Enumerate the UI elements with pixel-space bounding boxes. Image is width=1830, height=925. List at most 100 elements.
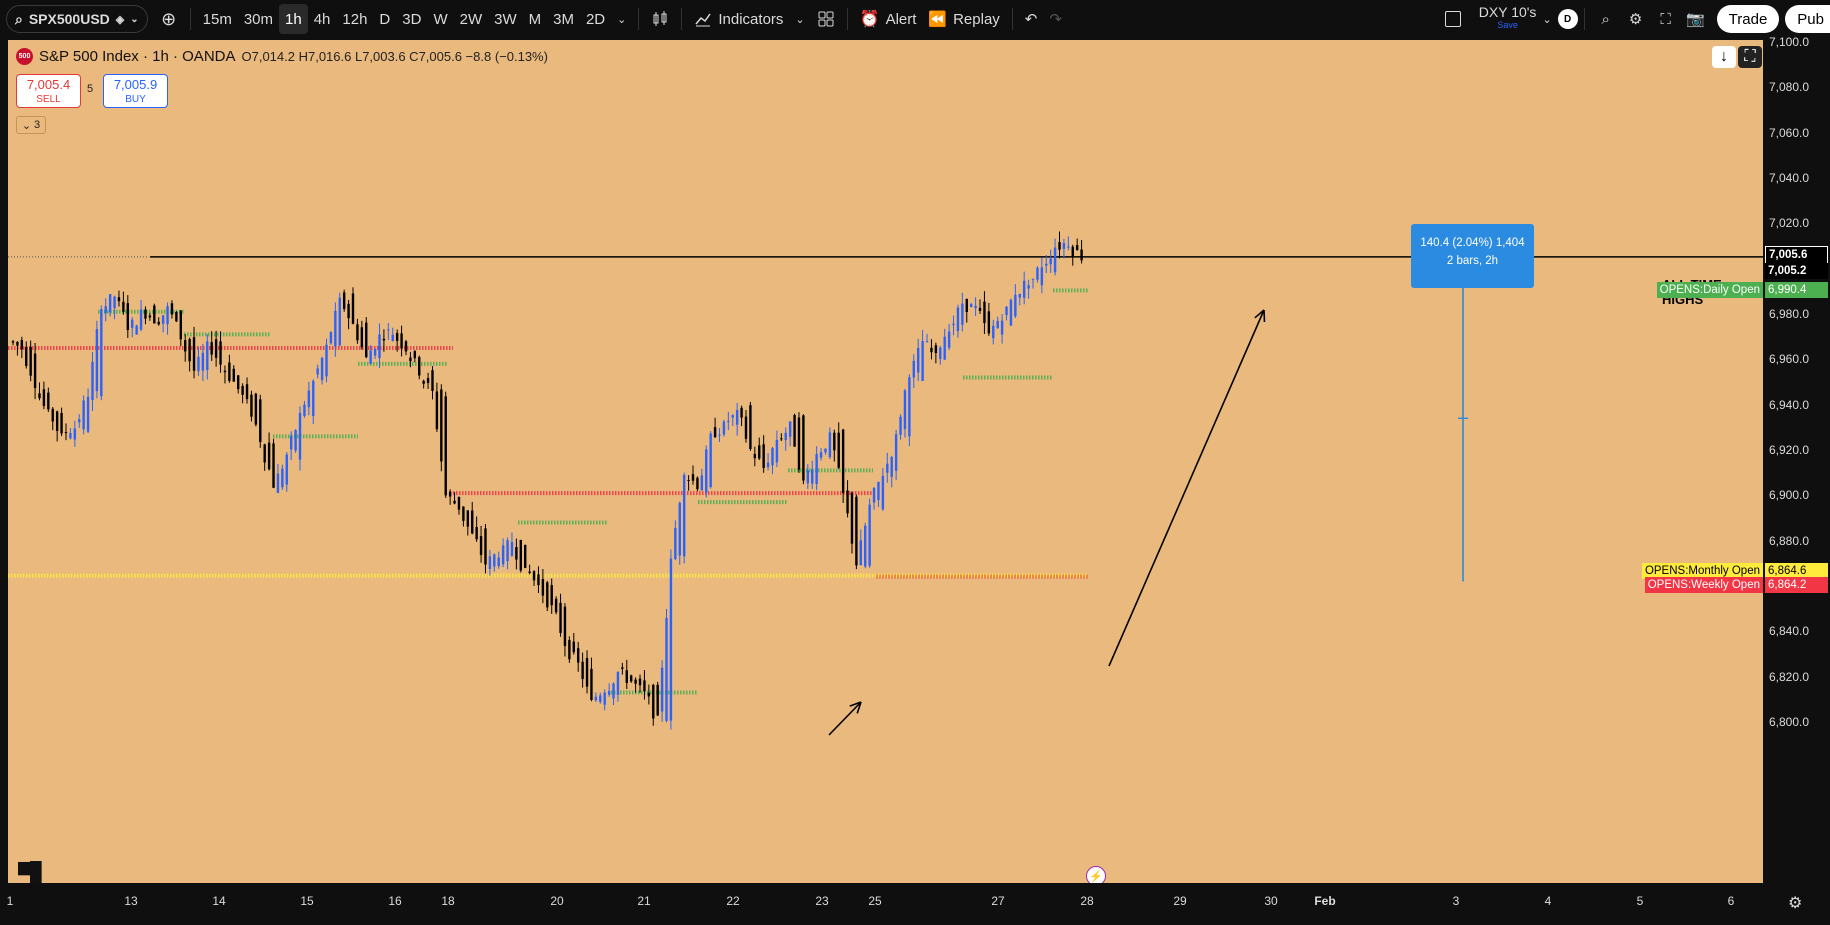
candle-body — [108, 294, 112, 313]
interval-d[interactable]: D — [379, 10, 391, 28]
replay-button[interactable]: ⏪ Replay — [922, 4, 1005, 34]
interval-4h[interactable]: 4h — [313, 10, 331, 28]
undo-icon: ↶ — [1024, 11, 1038, 28]
compare-symbol[interactable]: DXY 10's Save — [1479, 5, 1537, 32]
alert-button[interactable]: ⏰ Alert — [854, 4, 923, 34]
redo-icon: ↷ — [1049, 11, 1062, 28]
candle-body — [179, 310, 182, 340]
lightning-icon[interactable]: ⚡ — [1086, 866, 1106, 886]
candle-body — [705, 449, 708, 493]
candle-body — [448, 491, 452, 497]
quick-search-button[interactable]: ⌕ — [1591, 4, 1621, 34]
small-arrow-head — [849, 701, 862, 707]
redo-button[interactable]: ↷ — [1043, 4, 1068, 34]
trade-button[interactable]: Trade — [1716, 5, 1780, 33]
spread-value: 5 — [87, 83, 94, 95]
candle-body — [1058, 242, 1061, 250]
diamond-icon: ◈ — [115, 13, 125, 26]
candle-body — [771, 447, 774, 466]
add-symbol-button[interactable]: ⊕ — [161, 8, 177, 29]
candle-body — [877, 481, 880, 501]
candle-body — [563, 606, 567, 647]
candle-body — [634, 679, 637, 684]
candle-body — [139, 309, 143, 330]
measure-tooltip[interactable]: 140.4 (2.04%) 1,404 2 bars, 2h — [1411, 224, 1534, 288]
publish-button[interactable]: Pub — [1785, 5, 1830, 33]
price-tick: 7,020.0 — [1769, 216, 1810, 231]
undo-button[interactable]: ↶ — [1019, 4, 1044, 34]
candle-body — [422, 380, 425, 384]
interval-30m[interactable]: 30m — [243, 10, 274, 28]
candle-body — [365, 322, 368, 358]
maximize-icon: ⛶ — [1744, 48, 1756, 65]
maximize-button[interactable]: ⛶ — [1738, 46, 1762, 68]
legend-title[interactable]: S&P 500 Index · 1h · OANDA — [39, 48, 236, 65]
candle-body — [351, 293, 355, 324]
candle-body — [987, 311, 991, 334]
weekly-open-label[interactable]: OPENS:Weekly Open — [1644, 576, 1763, 593]
compare-badge[interactable]: D — [1557, 9, 1578, 29]
daily-open-label[interactable]: OPENS:Daily Open — [1656, 282, 1763, 299]
candle-body — [1022, 280, 1026, 298]
candle-body — [356, 324, 359, 341]
candle-body — [797, 417, 801, 470]
indicators-collapse-toggle[interactable]: ⌄ 3 — [16, 116, 46, 134]
snapshot-button[interactable]: 📷 — [1681, 4, 1711, 34]
candle-body — [546, 582, 549, 608]
candle-body — [793, 415, 796, 447]
symbol-search[interactable]: ⌕ SPX500USD ◈ ⌄ — [6, 5, 148, 33]
candle-body — [338, 297, 341, 346]
buy-button[interactable]: 7,005.9 BUY — [103, 74, 168, 108]
indicators-button[interactable]: Indicators — [688, 4, 789, 34]
axis-settings-button[interactable]: ⚙ — [1788, 893, 1802, 913]
candle-body — [930, 347, 933, 353]
chart-pane[interactable]: 500 S&P 500 Index · 1h · OANDA O7,014.2 … — [8, 40, 1763, 921]
monthly-open-label[interactable]: OPENS:Monthly Open — [1641, 562, 1763, 579]
time-tick: 13 — [124, 894, 138, 908]
candle-body — [1027, 285, 1030, 289]
candle-body — [709, 433, 712, 487]
interval-12h[interactable]: 12h — [342, 10, 368, 28]
interval-15m[interactable]: 15m — [202, 10, 232, 28]
price-tick: 6,820.0 — [1769, 669, 1810, 684]
fullscreen-button[interactable]: ⛶ — [1651, 4, 1681, 34]
time-tick: 4 — [1544, 894, 1552, 908]
top-toolbar: ⌕ SPX500USD ◈ ⌄ ⊕ 15m 30m 1h 4h 12h D 3D W 2W 3W M… — [0, 0, 1830, 38]
candle-body — [647, 692, 651, 697]
interval-3d[interactable]: 3D — [402, 10, 422, 28]
chart-type-button[interactable] — [645, 4, 675, 34]
candle-body — [766, 462, 770, 468]
candle-body — [541, 579, 545, 596]
interval-3w[interactable]: 3W — [494, 10, 517, 28]
interval-2d[interactable]: 2D — [585, 10, 606, 28]
scroll-down-button[interactable]: ↓ — [1712, 46, 1736, 68]
interval-m[interactable]: M — [528, 10, 542, 28]
interval-menu-chevron-icon[interactable]: ⌄ — [617, 13, 627, 26]
layout-button[interactable] — [1439, 4, 1467, 34]
sell-button[interactable]: 7,005.4 SELL — [16, 74, 81, 108]
tradingview-logo-icon[interactable]: ▀▋ — [18, 862, 47, 887]
interval-1h[interactable]: 1h — [279, 4, 308, 34]
interval-2w[interactable]: 2W — [459, 10, 483, 28]
time-axis[interactable]: ⚙ 1 13 14 15 16 18 20 21 22 23 25 27 28 29 30 Feb 3 4 5 6 — [0, 883, 1830, 925]
candle-body — [682, 474, 686, 557]
candle-body — [1040, 267, 1044, 286]
layouts-button[interactable] — [811, 4, 841, 34]
interval-w[interactable]: W — [433, 10, 448, 28]
candle-body — [969, 304, 973, 308]
candle-body — [674, 527, 677, 560]
indicators-chevron-icon[interactable]: ⌄ — [795, 13, 805, 26]
alert-label: Alert — [885, 10, 917, 28]
compare-chevron-icon[interactable]: ⌄ — [1542, 13, 1552, 26]
price-axis[interactable]: 7,100.07,080.07,060.07,040.07,020.07,000… — [1763, 35, 1830, 883]
candle-body — [696, 477, 699, 490]
chevron-down-icon: ⌄ — [130, 13, 139, 25]
candle-body — [382, 338, 386, 341]
settings-button[interactable]: ⚙ — [1621, 4, 1651, 34]
candle-body — [824, 448, 827, 453]
price-plot[interactable] — [8, 40, 1763, 921]
candle-body — [86, 396, 90, 432]
interval-3m[interactable]: 3M — [553, 10, 574, 28]
time-tick: 5 — [1636, 894, 1644, 908]
candle-body — [868, 504, 871, 566]
